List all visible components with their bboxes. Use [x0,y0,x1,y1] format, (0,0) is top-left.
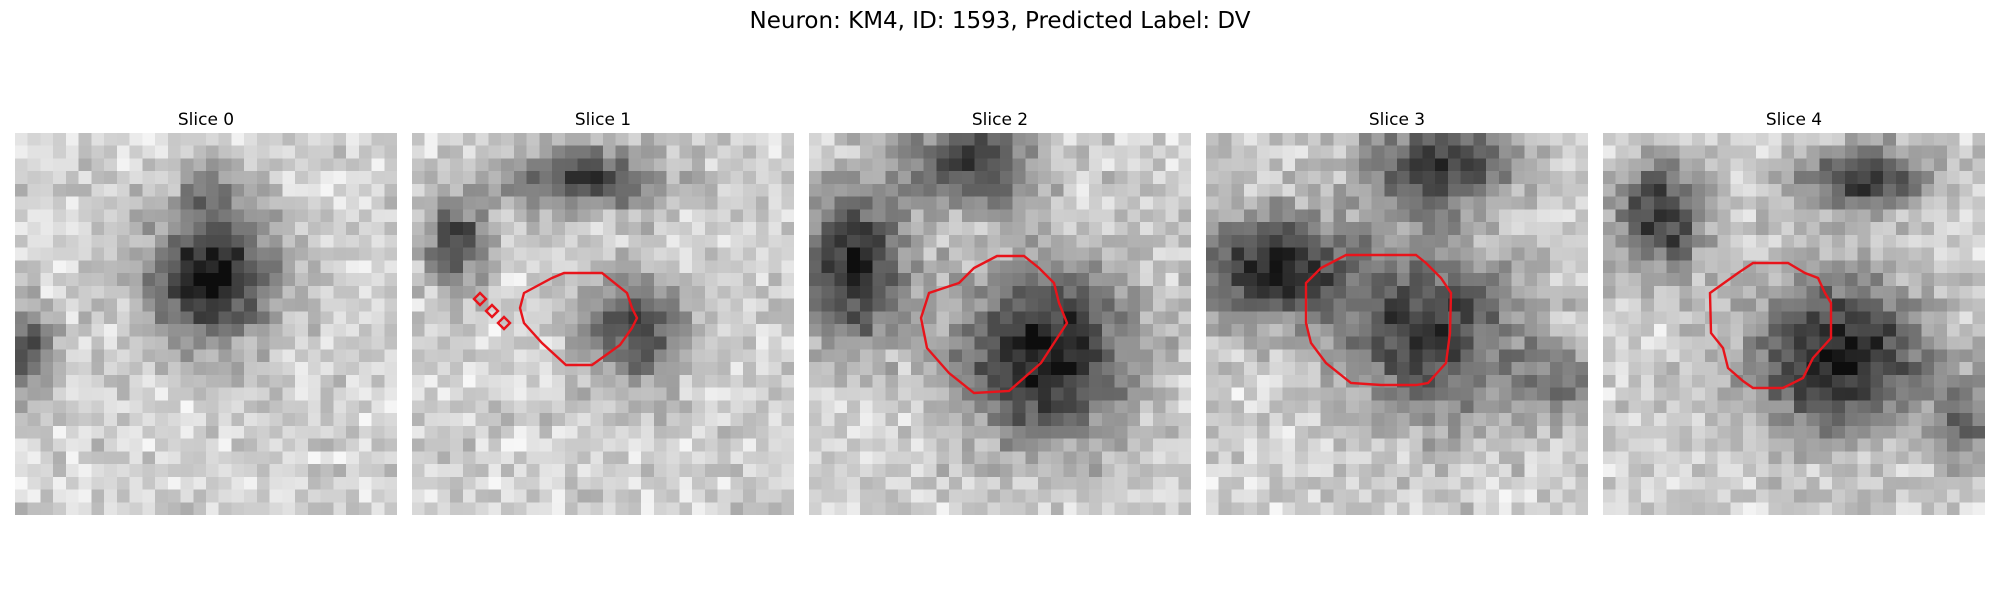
slice-title: Slice 3 [1368,110,1426,130]
segmentation-contour [919,254,1069,395]
segmentation-contour [1304,253,1453,387]
segmentation-fragment [472,291,488,307]
figure-title: Neuron: KM4, ID: 1593, Predicted Label: … [749,8,1251,34]
image-pixels [1206,133,1588,515]
slice-image [15,133,397,515]
slice-image [1603,133,1985,515]
slice-panel-4: Slice 4 [1603,110,1985,520]
image-pixels [809,133,1191,515]
slice-image [809,133,1191,515]
slice-image [412,133,794,515]
slice-panel-1: Slice 1 [412,110,794,520]
image-pixels [15,133,397,515]
image-pixels [412,133,794,515]
slice-title: Slice 4 [1765,110,1823,130]
image-pixels [1603,133,1985,515]
slice-panel-2: Slice 2 [809,110,1191,520]
segmentation-fragment [496,315,512,331]
slice-image [1206,133,1588,515]
slice-panel-0: Slice 0 [15,110,397,520]
slice-title: Slice 1 [574,110,632,130]
slice-title: Slice 0 [177,110,235,130]
slice-title: Slice 2 [971,110,1029,130]
segmentation-contour [1708,261,1833,390]
slice-panel-3: Slice 3 [1206,110,1588,520]
segmentation-fragment [484,303,500,319]
segmentation-contour [518,271,639,367]
